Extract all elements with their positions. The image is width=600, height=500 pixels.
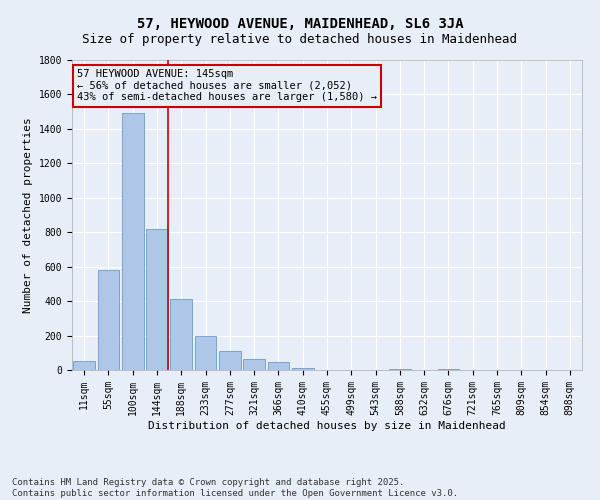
Bar	[122, 114, 143, 370]
Bar	[97, 270, 119, 370]
Bar	[73, 362, 95, 370]
Bar	[292, 368, 314, 370]
Text: Contains HM Land Registry data © Crown copyright and database right 2025.
Contai: Contains HM Land Registry data © Crown c…	[12, 478, 458, 498]
Text: Size of property relative to detached houses in Maidenhead: Size of property relative to detached ho…	[83, 32, 517, 46]
Bar	[170, 300, 192, 370]
Bar	[243, 359, 265, 370]
X-axis label: Distribution of detached houses by size in Maidenhead: Distribution of detached houses by size …	[148, 420, 506, 430]
Bar	[219, 351, 241, 370]
Bar	[268, 362, 289, 370]
Bar	[389, 369, 411, 370]
Bar	[146, 229, 168, 370]
Text: 57 HEYWOOD AVENUE: 145sqm
← 56% of detached houses are smaller (2,052)
43% of se: 57 HEYWOOD AVENUE: 145sqm ← 56% of detac…	[77, 70, 377, 102]
Text: 57, HEYWOOD AVENUE, MAIDENHEAD, SL6 3JA: 57, HEYWOOD AVENUE, MAIDENHEAD, SL6 3JA	[137, 18, 463, 32]
Bar	[194, 336, 217, 370]
Y-axis label: Number of detached properties: Number of detached properties	[23, 117, 33, 313]
